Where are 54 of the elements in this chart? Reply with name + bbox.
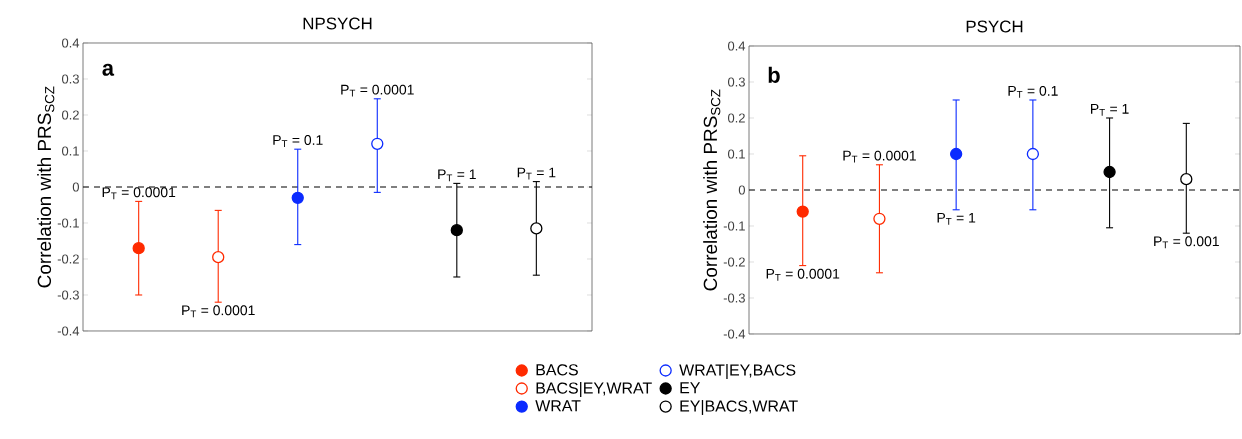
- annotation: P$_{T}$ = 0.0001: [843, 150, 916, 163]
- point: [1103, 165, 1116, 179]
- y-axis-title: Correlation with PRS$_{SCZ}$: [37, 86, 55, 288]
- legend-label: WRAT: [535, 400, 581, 412]
- point: [796, 205, 809, 218]
- y-tick-label: -0.3: [723, 293, 745, 303]
- y-tick-label: -0.4: [723, 329, 746, 339]
- y-tick-label: -0.4: [57, 326, 80, 336]
- y-tick-label: -0.1: [723, 221, 745, 231]
- y-tick-label: -0.2: [723, 257, 745, 267]
- legend-label: EY|BACS,WRAT: [680, 400, 798, 415]
- annotation: P$_{T}$ = 0.0001: [182, 305, 255, 318]
- annotation: P$_{T}$ = 0.0001: [341, 84, 414, 97]
- point: [371, 137, 384, 150]
- point: [873, 212, 886, 225]
- y-tick-label: 0.2: [61, 110, 79, 120]
- chart-title: NPSYCH: [303, 17, 372, 30]
- annotation: P$_{T}$ = 0.0001: [102, 187, 176, 200]
- y-tick-label: -0.3: [57, 290, 79, 300]
- annotation: P$_{T}$ = 1: [517, 167, 556, 180]
- point: [530, 222, 543, 235]
- point: [132, 242, 145, 255]
- y-tick-label: 0.3: [727, 77, 745, 87]
- legend-label: BACS|EY,WRAT: [536, 382, 652, 397]
- annotation: P$_{T}$ = 1: [1091, 104, 1129, 116]
- annotation: b: [768, 66, 780, 83]
- point: [212, 251, 225, 264]
- y-tick-label: -0.2: [57, 254, 79, 264]
- annotation: P$_{T}$ = 0.1: [1008, 85, 1058, 98]
- annotation: a: [102, 63, 115, 76]
- y-tick-label: 0.4: [727, 41, 746, 51]
- point: [1026, 147, 1040, 161]
- y-tick-label: -0.1: [57, 218, 79, 228]
- point: [291, 191, 304, 204]
- annotation: P$_{T}$ = 1: [937, 212, 976, 225]
- y-tick-label: 0.3: [61, 74, 79, 84]
- y-axis-title: Correlation with PRS$_{SCZ}$: [703, 89, 721, 291]
- chart-title: PSYCH: [966, 20, 1023, 33]
- y-tick-label: 0.1: [727, 149, 745, 159]
- y-tick-label: 0.4: [61, 38, 80, 48]
- y-tick-label: 0.2: [727, 113, 745, 123]
- y-tick-label: 0: [72, 182, 79, 192]
- annotation: P$_{T}$ = 0.1: [273, 135, 323, 147]
- point: [450, 224, 463, 237]
- annotation: P$_{T}$ = 0.0001: [766, 268, 840, 281]
- annotation: P$_{T}$ = 0.001: [1154, 236, 1219, 249]
- y-tick-label: 0: [738, 185, 745, 195]
- legend-label: EY: [680, 382, 701, 394]
- legend-label: WRAT|EY,BACS: [679, 363, 796, 379]
- point: [1180, 173, 1193, 186]
- annotation: P$_{T}$ = 1: [438, 169, 476, 182]
- point: [950, 147, 963, 161]
- legend-label: BACS: [536, 364, 578, 376]
- y-tick-label: 0.1: [61, 146, 79, 156]
